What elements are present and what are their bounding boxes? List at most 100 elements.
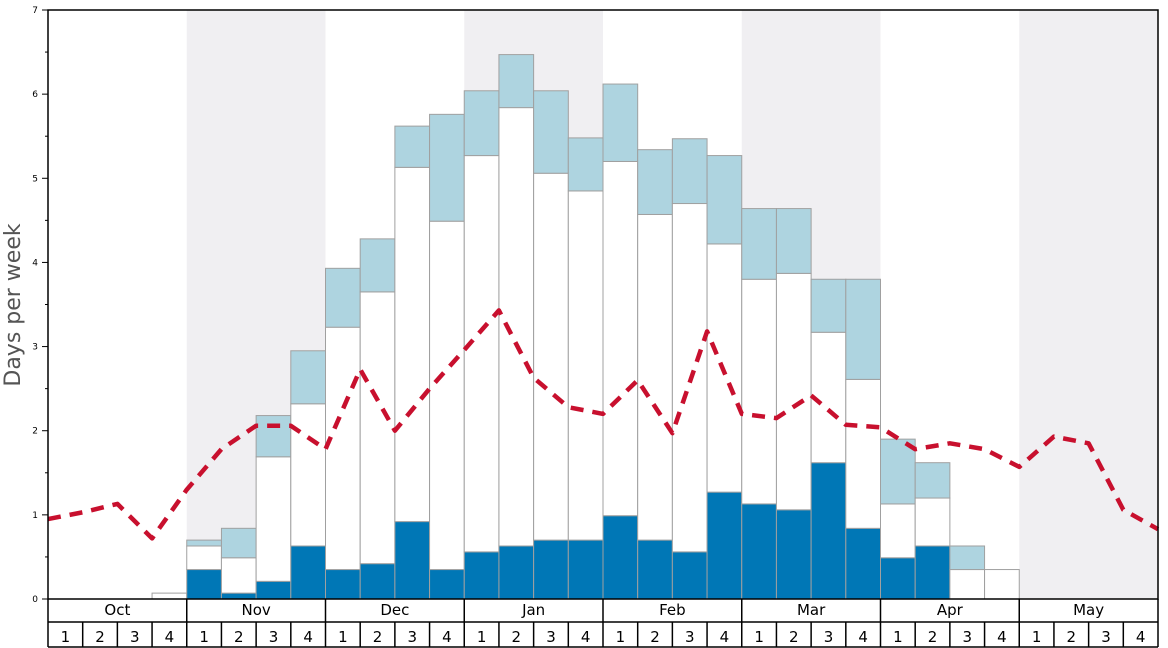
week-label: 2	[928, 628, 938, 646]
bar-segment	[671, 138, 708, 205]
y-tick-label: 0	[32, 595, 38, 605]
bar-segment	[602, 515, 639, 600]
bar-segment	[567, 137, 604, 192]
week-label: 3	[407, 628, 417, 646]
bar-segment	[880, 503, 916, 559]
bar-segment	[775, 272, 812, 511]
bar-segment	[880, 438, 916, 505]
bar-segment	[741, 503, 777, 600]
bar-segment	[741, 208, 777, 280]
bar-segment	[359, 291, 396, 565]
bar-segment	[845, 527, 881, 600]
month-label: Mar	[797, 601, 826, 619]
week-label: 1	[754, 628, 764, 646]
week-label: 1	[616, 628, 626, 646]
month-label: May	[1073, 601, 1104, 619]
bar-segment	[186, 545, 222, 571]
bar-segment	[394, 125, 431, 168]
bar-segment	[567, 539, 604, 600]
x-axis: Oct 1 2 3 4 Nov 1 2 3 4 Dec 1 2 3 4 Jan 1 2 3 4 Feb 1 2 3 4 Mar 1 2…	[47, 599, 1159, 648]
bar-segment	[290, 545, 326, 600]
week-label: 4	[303, 628, 313, 646]
bar-segment	[498, 107, 535, 547]
bar-segment	[914, 462, 951, 499]
week-label: 2	[512, 628, 522, 646]
week-label: 4	[720, 628, 730, 646]
week-label: 4	[997, 628, 1007, 646]
week-label: 2	[650, 628, 660, 646]
month-label: Jan	[521, 601, 545, 619]
month-label: Feb	[659, 601, 686, 619]
bar-segment	[325, 326, 361, 571]
bar-segment	[602, 83, 639, 162]
week-label: 3	[824, 628, 834, 646]
bar-segment	[914, 545, 951, 600]
month-label: Nov	[241, 601, 270, 619]
y-tick-label: 1	[32, 511, 38, 521]
week-label: 3	[685, 628, 695, 646]
y-tick-label: 6	[32, 90, 38, 100]
bar-segment	[429, 113, 465, 222]
bar-segment	[810, 278, 847, 333]
week-label: 2	[789, 628, 799, 646]
bar-segment	[290, 350, 326, 405]
week-label: 2	[234, 628, 244, 646]
bar-segment	[186, 569, 222, 600]
week-label: 4	[858, 628, 868, 646]
bar-segment	[775, 509, 812, 600]
bar-segment	[671, 551, 708, 600]
y-tick-label: 2	[32, 427, 38, 437]
week-label: 3	[962, 628, 972, 646]
week-label: 3	[1101, 628, 1111, 646]
bar-segment	[914, 497, 951, 547]
week-label: 4	[581, 628, 591, 646]
bar-segment	[775, 208, 812, 274]
dashed-series-line	[47, 308, 1160, 541]
bar-segment	[463, 155, 500, 553]
bar-segment	[845, 378, 881, 529]
bar-segment	[325, 569, 361, 600]
bar-segment	[498, 54, 535, 109]
y-tick-label: 7	[32, 6, 38, 16]
bar-segment	[186, 539, 222, 547]
bar-segment	[845, 278, 881, 380]
bar-segment	[567, 190, 604, 541]
bar-segment	[533, 172, 569, 541]
bar-segment	[533, 539, 569, 600]
bar-segment	[255, 415, 292, 458]
bar-segment	[325, 267, 361, 328]
bar-segment	[463, 551, 500, 600]
week-label: 1	[61, 628, 71, 646]
bar-segment	[949, 569, 986, 600]
y-axis-label: Days per week	[1, 223, 26, 386]
month-label: Oct	[104, 601, 130, 619]
week-label: 3	[130, 628, 140, 646]
bar-segment	[602, 160, 639, 517]
bar-segment	[706, 491, 743, 600]
bar-segment	[220, 592, 257, 600]
week-label: 4	[1136, 628, 1146, 646]
month-label: Apr	[937, 601, 964, 619]
week-label: 2	[373, 628, 383, 646]
bar-segment	[220, 527, 257, 559]
bar-segment	[498, 545, 535, 600]
week-label: 1	[477, 628, 487, 646]
bar-segment	[359, 238, 396, 293]
bar-segment	[533, 90, 569, 174]
y-tick-label: 5	[32, 174, 38, 184]
month-label: Dec	[380, 601, 409, 619]
bar-segment	[949, 545, 986, 571]
bar-segment	[429, 569, 465, 600]
bar-segment	[810, 462, 847, 600]
bar-segment	[255, 456, 292, 582]
bar-segment	[706, 155, 743, 245]
bar-segment	[741, 278, 777, 505]
week-label: 1	[338, 628, 348, 646]
week-label: 2	[95, 628, 105, 646]
bar-segment	[463, 90, 500, 157]
bar-segment	[359, 563, 396, 600]
bar-segment	[637, 149, 673, 215]
bar-segment	[394, 166, 431, 523]
